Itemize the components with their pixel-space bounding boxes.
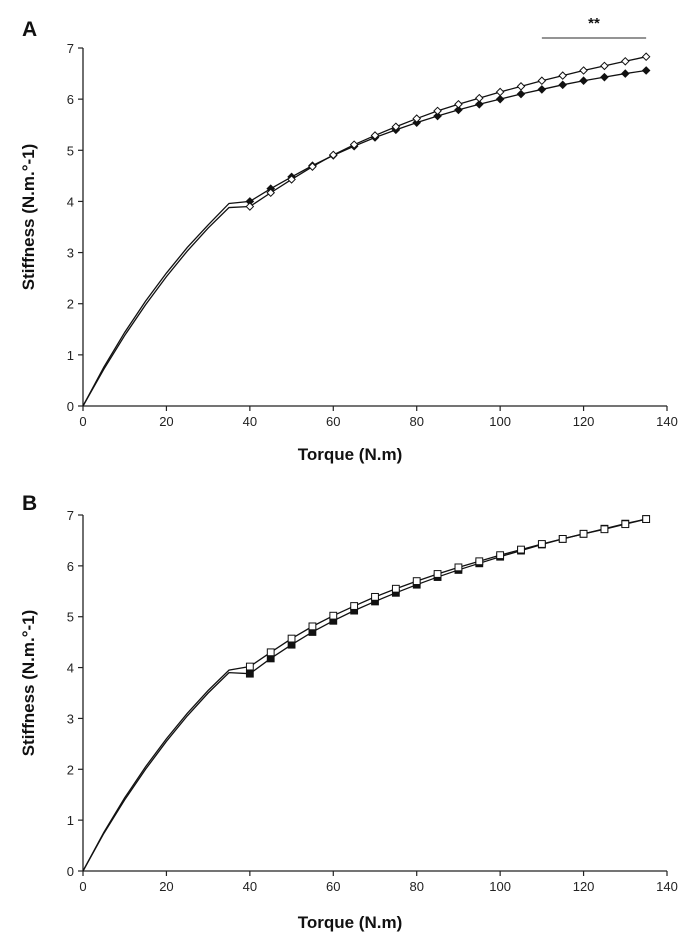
- data-point-marker: [495, 94, 505, 104]
- data-point-marker: [537, 85, 547, 94]
- y-tick-label: 3: [67, 246, 74, 261]
- data-point-marker: [350, 602, 359, 610]
- data-point-marker: [600, 525, 609, 534]
- x-tick-label: 20: [159, 414, 173, 429]
- x-axis-title: Torque (N.m): [298, 913, 403, 932]
- data-point-marker: [245, 669, 254, 678]
- data-point-marker: [328, 150, 338, 160]
- data-point-marker: [600, 72, 609, 82]
- data-point-marker: [433, 106, 442, 116]
- data-point-marker: [308, 622, 317, 631]
- x-tick-label: 20: [159, 879, 173, 894]
- x-tick-label: 40: [243, 414, 257, 429]
- x-tick-label: 140: [656, 879, 678, 894]
- data-point-marker: [454, 99, 463, 109]
- data-point-marker: [516, 89, 526, 99]
- data-point-marker: [266, 188, 276, 198]
- chart-panel-a: A 0 1 2 3 4 5 6 7 0 20 40 60 80 100 120 140 Torque (N.m) S…: [19, 15, 678, 464]
- data-point-marker: [641, 52, 651, 62]
- data-point-marker: [287, 634, 296, 643]
- y-tick-label: 5: [67, 610, 74, 625]
- data-point-marker: [412, 577, 421, 586]
- x-tick-label: 80: [409, 414, 423, 429]
- data-point-marker: [245, 202, 255, 211]
- y-tick-label: 2: [67, 297, 74, 312]
- data-point-marker: [621, 520, 630, 529]
- series-line-0: [82, 69, 647, 407]
- x-tick-label: 140: [656, 414, 678, 429]
- chart-a-svg: A 0 1 2 3 4 5 6 7 0 20 40 60 80 100 120 140 Torque (N.m) S…: [19, 15, 678, 464]
- data-point-marker: [433, 111, 442, 121]
- panel-label: A: [22, 18, 37, 41]
- x-tick-label: 100: [489, 414, 511, 429]
- data-point-marker: [641, 66, 651, 75]
- data-point-marker: [558, 71, 568, 80]
- x-tick-label: 100: [489, 879, 511, 894]
- data-point-marker: [579, 66, 588, 75]
- series-line-0: [82, 518, 647, 872]
- series-line-1: [82, 56, 647, 407]
- data-point-marker: [266, 648, 275, 657]
- panel-label: B: [22, 492, 37, 515]
- x-tick-label: 0: [79, 879, 86, 894]
- data-point-marker: [537, 540, 546, 548]
- data-point-marker: [558, 80, 568, 90]
- data-point-marker: [245, 662, 254, 671]
- data-point-marker: [620, 69, 630, 78]
- y-tick-label: 0: [67, 864, 74, 879]
- x-tick-label: 120: [573, 414, 595, 429]
- data-point-marker: [454, 563, 463, 572]
- data-point-marker: [558, 535, 567, 543]
- data-point-marker: [496, 551, 505, 560]
- data-point-marker: [391, 584, 400, 593]
- data-point-marker: [579, 529, 588, 538]
- y-tick-label: 7: [67, 508, 74, 523]
- x-tick-label: 0: [79, 414, 86, 429]
- data-point-marker: [308, 162, 317, 171]
- y-tick-label: 2: [67, 762, 74, 777]
- data-point-marker: [474, 99, 484, 109]
- data-point-marker: [475, 557, 484, 566]
- chart-panel-b: B 0 1 2 3 4 5 6 7 0 20 40 60 80 100 120 140 Torque (N.m) S…: [0, 466, 680, 932]
- data-point-marker: [620, 56, 630, 66]
- series-line-1: [82, 518, 647, 872]
- y-tick-label: 6: [67, 92, 74, 107]
- data-point-marker: [516, 82, 526, 91]
- x-tick-label: 40: [243, 879, 257, 894]
- data-point-marker: [495, 87, 505, 97]
- data-point-marker: [349, 140, 359, 149]
- data-point-marker: [371, 592, 379, 601]
- y-tick-label: 4: [67, 661, 74, 676]
- y-tick-label: 5: [67, 143, 74, 158]
- x-axis-title: Torque (N.m): [298, 445, 403, 464]
- y-tick-label: 7: [67, 41, 74, 56]
- x-tick-label: 60: [326, 879, 340, 894]
- data-point-marker: [433, 570, 442, 578]
- y-axis-title: Stiffness (N.m.°-1): [19, 610, 38, 757]
- y-tick-label: 6: [67, 559, 74, 574]
- data-point-marker: [600, 61, 609, 71]
- y-tick-label: 1: [67, 348, 74, 363]
- data-point-marker: [454, 105, 463, 115]
- x-tick-label: 120: [573, 879, 595, 894]
- y-tick-label: 0: [67, 399, 74, 414]
- data-point-marker: [579, 76, 588, 86]
- data-point-marker: [642, 515, 651, 523]
- data-point-marker: [370, 131, 380, 140]
- data-point-marker: [391, 122, 401, 132]
- data-point-marker: [329, 611, 338, 620]
- y-tick-label: 4: [67, 194, 74, 209]
- x-tick-label: 60: [326, 414, 340, 429]
- data-point-marker: [517, 545, 525, 554]
- data-point-marker: [287, 175, 296, 184]
- y-tick-label: 3: [67, 711, 74, 726]
- significance-label: **: [588, 15, 600, 32]
- data-point-marker: [537, 76, 547, 86]
- chart-b-svg: B 0 1 2 3 4 5 6 7 0 20 40 60 80 100 120 140 Torque (N.m) S…: [19, 492, 678, 932]
- data-point-marker: [412, 114, 422, 123]
- data-point-marker: [474, 93, 484, 103]
- y-axis-title: Stiffness (N.m.°-1): [19, 144, 38, 291]
- y-tick-label: 1: [67, 813, 74, 828]
- x-tick-label: 80: [409, 879, 423, 894]
